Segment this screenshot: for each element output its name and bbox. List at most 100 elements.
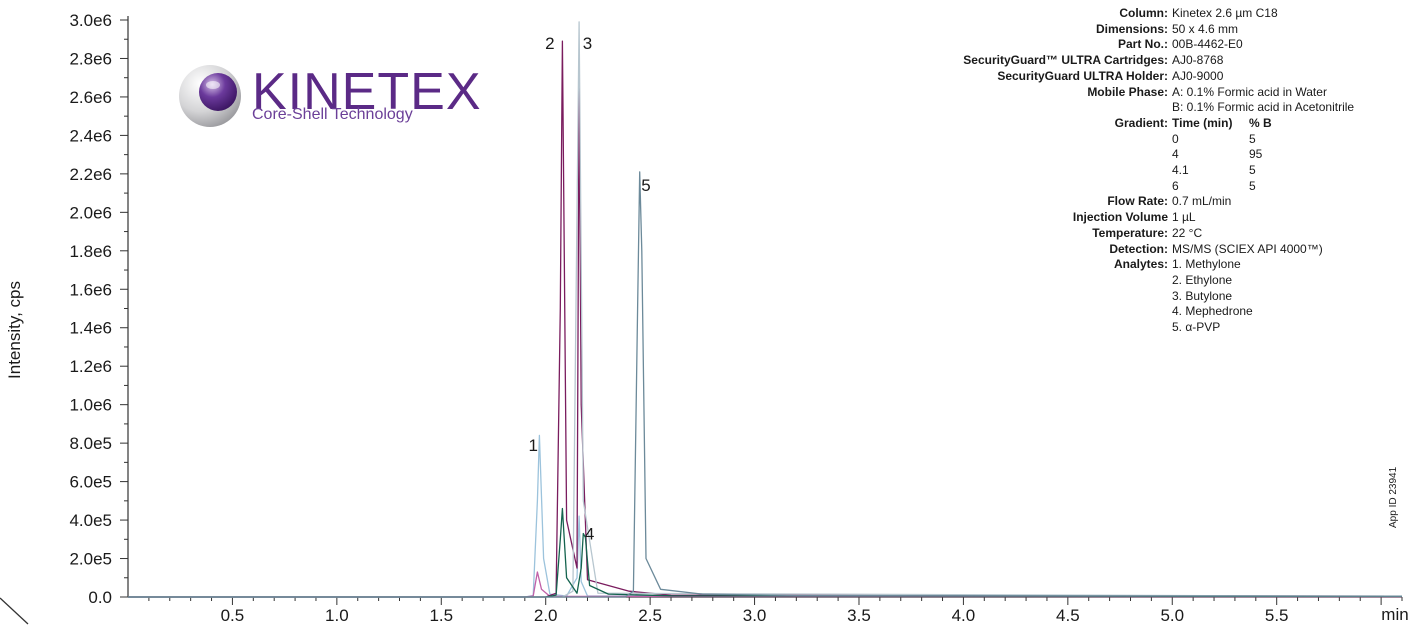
gradient-row: 4 95 [900,147,1400,163]
gradient-time: 4.1 [1172,163,1189,178]
condition-value: 0.7 mL/min [1172,194,1232,209]
condition-value: 1. Methylone [1172,257,1241,272]
condition-value: AJ0-9000 [1172,68,1224,83]
condition-value: 50 x 4.6 mm [1172,21,1239,36]
condition-row: 4. Mephedrone [900,304,1400,320]
condition-value: MS/MS (SCIEX API 4000™) [1172,241,1323,256]
x-tick-label: 3.0 [743,606,767,625]
x-tick-label: 0.5 [221,606,245,625]
condition-value: 2. Ethylone [1172,272,1233,287]
gradient-percent-b: 5 [1249,163,1256,178]
gradient-percent-b: 95 [1249,147,1263,162]
condition-row: Mobile Phase: A: 0.1% Formic acid in Wate… [900,85,1400,101]
condition-value: B: 0.1% Formic acid in Acetonitrile [1172,100,1355,115]
condition-key [900,320,1172,336]
x-tick-label: 2.0 [534,606,558,625]
condition-key: Column: [1119,6,1168,20]
x-tick-label: 5.5 [1265,606,1289,625]
condition-key [900,304,1172,320]
gradient-spacer [900,147,1172,163]
y-axis-title: Intensity, cps [5,281,24,379]
series-group [128,21,1403,598]
y-tick-label: 4.0e5 [69,511,112,530]
gradient-spacer [900,132,1172,148]
condition-row: Temperature: 22 °C [900,226,1400,242]
condition-key: Temperature: [1092,225,1168,240]
condition-value: AJ0-8768 [1172,53,1224,68]
logo-wordmark: KINETEX [252,63,482,121]
y-tick-label: 2.8e6 [69,49,112,68]
x-tick-label: 4.5 [1056,606,1080,625]
condition-value: 4. Mephedrone [1172,304,1253,319]
gradient-percent-b: 5 [1249,178,1256,193]
condition-row: 3. Butylone [900,289,1400,305]
condition-row: 2. Ethylone [900,273,1400,289]
app-id: App ID 23941 [1388,466,1399,528]
y-tick-label: 2.0e5 [69,550,112,569]
condition-key: Injection Volume [1072,210,1168,225]
x-tick-label: 4.0 [952,606,976,625]
condition-key: Mobile Phase: [1087,84,1168,99]
x-tick-label: 3.5 [847,606,871,625]
condition-key: Dimensions: [1095,21,1168,36]
condition-row: 5. α-PVP [900,320,1400,336]
y-tick-label: 1.0e6 [69,396,112,415]
corner-mark [0,597,29,625]
axes: 0.0 2.0e5 4.0e5 6.0e5 8.0e5 1.0e6 1.2e6 1.4e6 1.… [69,11,1403,625]
condition-row: Dimensions: 50 x 4.6 mm [900,22,1400,38]
x-tick-label: 5.0 [1160,606,1184,625]
peak-label-3: 3 [583,34,592,53]
condition-key [900,273,1172,289]
y-tick-label: 0.0 [88,588,112,607]
condition-row: SecurityGuard ULTRA Holder: AJ0-9000 [900,69,1400,85]
peak-labels: 1 2 3 4 5 [528,34,650,543]
kinetex-logo: KINETEX Core-Shell Technology [176,56,481,136]
kinetex-sphere-icon [179,65,241,127]
condition-row: Injection Volume 1 µL [900,210,1400,226]
y-tick-label: 1.8e6 [69,242,112,261]
condition-row: Flow Rate: 0.7 mL/min [900,194,1400,210]
condition-key [900,100,1172,116]
gradient-spacer [900,179,1172,195]
x-tick-label: 1.5 [429,606,453,625]
condition-key: Part No.: [1117,37,1168,52]
gradient-percent-b: 5 [1249,131,1256,146]
condition-key: Detection: [1109,241,1168,256]
series-line-1 [128,434,1403,598]
y-tick-label: 8.0e5 [69,434,112,453]
y-tick-label: 1.6e6 [69,280,112,299]
y-tick-label: 2.0e6 [69,203,112,222]
condition-row: Detection: MS/MS (SCIEX API 4000™) [900,242,1400,258]
condition-value: 5. α-PVP [1172,320,1221,335]
condition-value: Kinetex 2.6 µm C18 [1172,6,1278,20]
condition-row: Part No.: 00B-4462-E0 [900,37,1400,53]
gradient-time: 0 [1172,131,1179,146]
gradient-spacer [900,163,1172,179]
series-line-5 [128,507,1403,598]
gradient-col-time: Time (min) [1172,115,1233,130]
condition-row: B: 0.1% Formic acid in Acetonitrile [900,100,1400,116]
condition-value: 1 µL [1172,210,1196,225]
condition-key: SecurityGuard ULTRA Holder: [997,68,1168,83]
method-conditions: Column: Kinetex 2.6 µm C18 Dimensions: 50 x… [900,6,1400,336]
condition-row: Column: Kinetex 2.6 µm C18 [900,6,1400,22]
peak-label-1: 1 [528,436,537,455]
condition-row: SecurityGuard™ ULTRA Cartridges: AJ0-8768 [900,53,1400,69]
y-tick-label: 6.0e5 [69,473,112,492]
condition-value: 00B-4462-E0 [1172,37,1243,52]
peak-label-5: 5 [641,176,650,195]
condition-key: SecurityGuard™ ULTRA Cartridges: [963,53,1168,68]
condition-key: Flow Rate: [1107,194,1168,209]
gradient-time: 4 [1172,147,1179,162]
gradient-key: Gradient: [1114,115,1168,130]
gradient-row: 4.1 5 [900,163,1400,179]
series-line-6 [128,171,1403,598]
peak-label-4: 4 [585,524,594,543]
gradient-col-b: % B [1249,115,1272,130]
gradient-header-row: Gradient: Time (min) % B [900,116,1400,132]
condition-key [900,289,1172,305]
condition-key: Analytes: [1113,257,1168,272]
